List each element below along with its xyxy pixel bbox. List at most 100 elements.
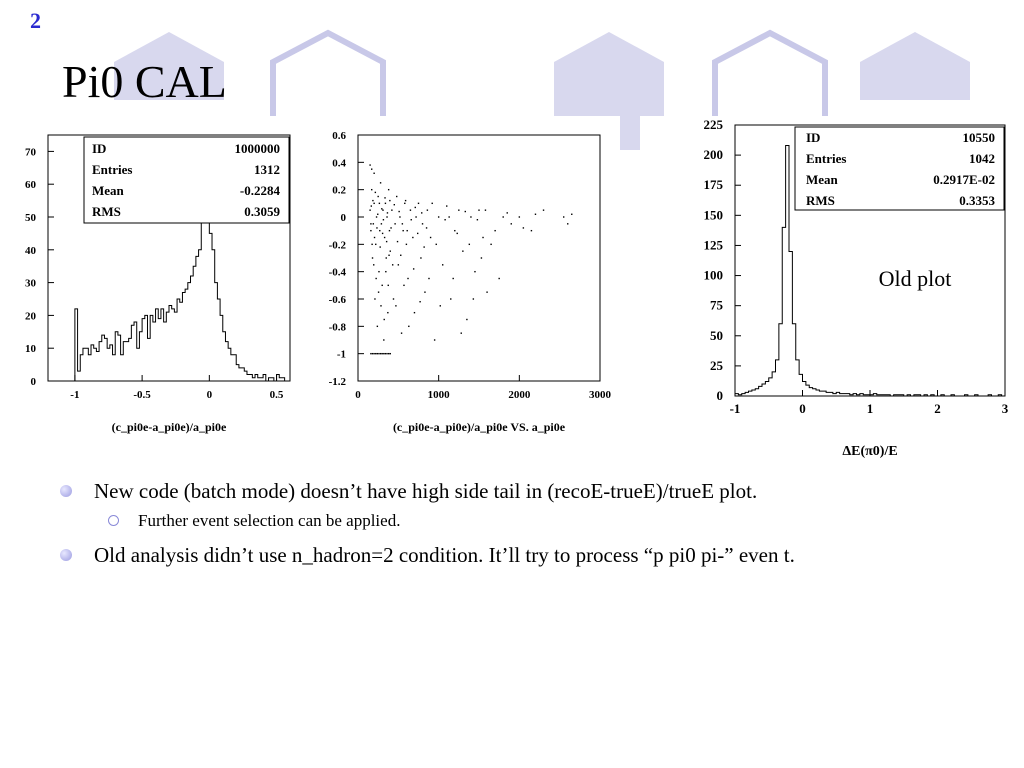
x-tick-label: -1 — [70, 389, 79, 401]
scatter-point — [394, 223, 396, 225]
house-shape-outline-1 — [270, 29, 386, 116]
house-shape-filled-2 — [554, 32, 664, 150]
x-tick-label: 3000 — [589, 389, 612, 401]
stat-value: 0.3059 — [244, 204, 280, 219]
stat-label: Entries — [806, 151, 846, 166]
histogram-bin — [78, 371, 81, 381]
scatter-point — [370, 205, 373, 207]
histogram-bin — [172, 309, 175, 381]
scatter-point — [385, 257, 387, 259]
scatter-point — [571, 213, 573, 215]
scatter-point — [421, 223, 424, 225]
scatter-point — [374, 298, 376, 300]
scatter-point — [388, 229, 391, 232]
histogram-bin — [826, 392, 829, 396]
scatter-point — [381, 284, 383, 287]
scatter-point — [400, 332, 403, 334]
y-tick-label: 75 — [710, 298, 724, 313]
scatter-point — [406, 229, 408, 232]
scatter-point — [373, 236, 376, 239]
scatter-point — [377, 195, 379, 198]
scatter-points — [369, 164, 573, 355]
scatter-point — [391, 209, 393, 211]
stat-value: 10550 — [963, 130, 996, 145]
scatter-point — [444, 219, 446, 221]
scatter-point — [382, 219, 385, 221]
histogram-bin — [129, 338, 132, 381]
histogram-bin — [799, 374, 802, 396]
scatter-point — [420, 257, 422, 259]
scatter-point — [376, 352, 379, 355]
histogram-1-stats-box: ID 1000000 Entries 1312 Mean -0.2284 RMS… — [83, 136, 290, 224]
scatter-point — [450, 298, 452, 300]
scatter-point — [429, 236, 432, 239]
x-tick-label: 1000 — [428, 389, 451, 401]
histogram-old-axes: -1 0 1 2 3 0 25 50 75 100 125 150 175 200 225 — [704, 117, 1009, 416]
scatter-point — [417, 202, 420, 205]
scatter-point — [379, 182, 382, 184]
scatter-point — [379, 352, 382, 355]
y-tick-label: 150 — [704, 207, 724, 222]
scatter-point — [387, 284, 389, 287]
histogram-bin — [180, 302, 183, 381]
stat-label: ID — [92, 141, 106, 156]
scatter-point — [395, 305, 397, 307]
histogram-bin — [153, 322, 156, 381]
scatter-point — [486, 291, 488, 293]
y-tick-label: 0.6 — [332, 130, 346, 142]
scatter-point — [389, 199, 391, 202]
x-tick-label: 2 — [934, 401, 941, 416]
scatter-point — [415, 216, 417, 218]
scatter-point — [435, 243, 437, 246]
histogram-outline — [734, 144, 1005, 397]
scatter-plot: 0 1000 2000 3000 0.6 0.4 0.2 0 -0.2 -0.4 -0.6 -0.8 -… — [329, 130, 612, 434]
histogram-bin — [836, 392, 839, 396]
histogram-bin — [199, 250, 202, 381]
y-tick-label: 70 — [25, 146, 37, 158]
histogram-old: -1 0 1 2 3 0 25 50 75 100 125 150 175 200 225 ID 10550… — [704, 117, 1009, 459]
scatter-point — [563, 216, 565, 218]
histogram-1-frame — [47, 134, 291, 382]
histogram-bin — [188, 283, 191, 381]
histogram-bin — [769, 378, 772, 396]
scatter-point — [393, 204, 395, 206]
histogram-bin — [94, 348, 97, 381]
y-tick-label: -0.2 — [329, 239, 347, 251]
scatter-point — [369, 209, 371, 211]
scatter-point — [472, 298, 475, 300]
y-tick-label: 10 — [25, 343, 37, 355]
histogram-bin — [759, 386, 762, 396]
scatter-point — [383, 236, 386, 239]
scatter-point — [371, 352, 374, 355]
histogram-bin — [193, 266, 196, 381]
histogram-bin — [121, 355, 124, 381]
scatter-point — [482, 236, 484, 239]
scatter-point — [396, 240, 399, 243]
scatter-point — [426, 209, 429, 211]
y-tick-label: 200 — [704, 147, 724, 162]
histogram-bin — [239, 368, 242, 381]
scatter-point — [442, 264, 444, 266]
histogram-bin — [813, 389, 816, 396]
scatter-point — [398, 210, 400, 213]
y-tick-label: 0 — [717, 388, 724, 403]
scatter-point — [452, 277, 454, 280]
scatter-point — [373, 202, 375, 205]
scatter-point — [412, 236, 414, 239]
scatter-point — [431, 202, 433, 205]
x-tick-label: 0 — [799, 401, 806, 416]
y-tick-label: 25 — [710, 358, 724, 373]
scatter-point — [370, 352, 372, 355]
sub-bullet-text: Further event selection can be applied. — [138, 511, 401, 530]
scatter-point — [386, 352, 388, 355]
y-tick-label: -1.2 — [329, 376, 347, 388]
scatter-point — [387, 352, 390, 355]
scatter-point — [386, 216, 388, 218]
house-shape-filled-1 — [114, 32, 224, 100]
x-tick-label: 0 — [207, 389, 213, 401]
bullet-text: Old analysis didn’t use n_hadron=2 condi… — [94, 543, 795, 567]
scatter-point — [380, 305, 382, 307]
y-tick-label: -0.4 — [329, 267, 347, 279]
scatter-point — [470, 216, 472, 218]
